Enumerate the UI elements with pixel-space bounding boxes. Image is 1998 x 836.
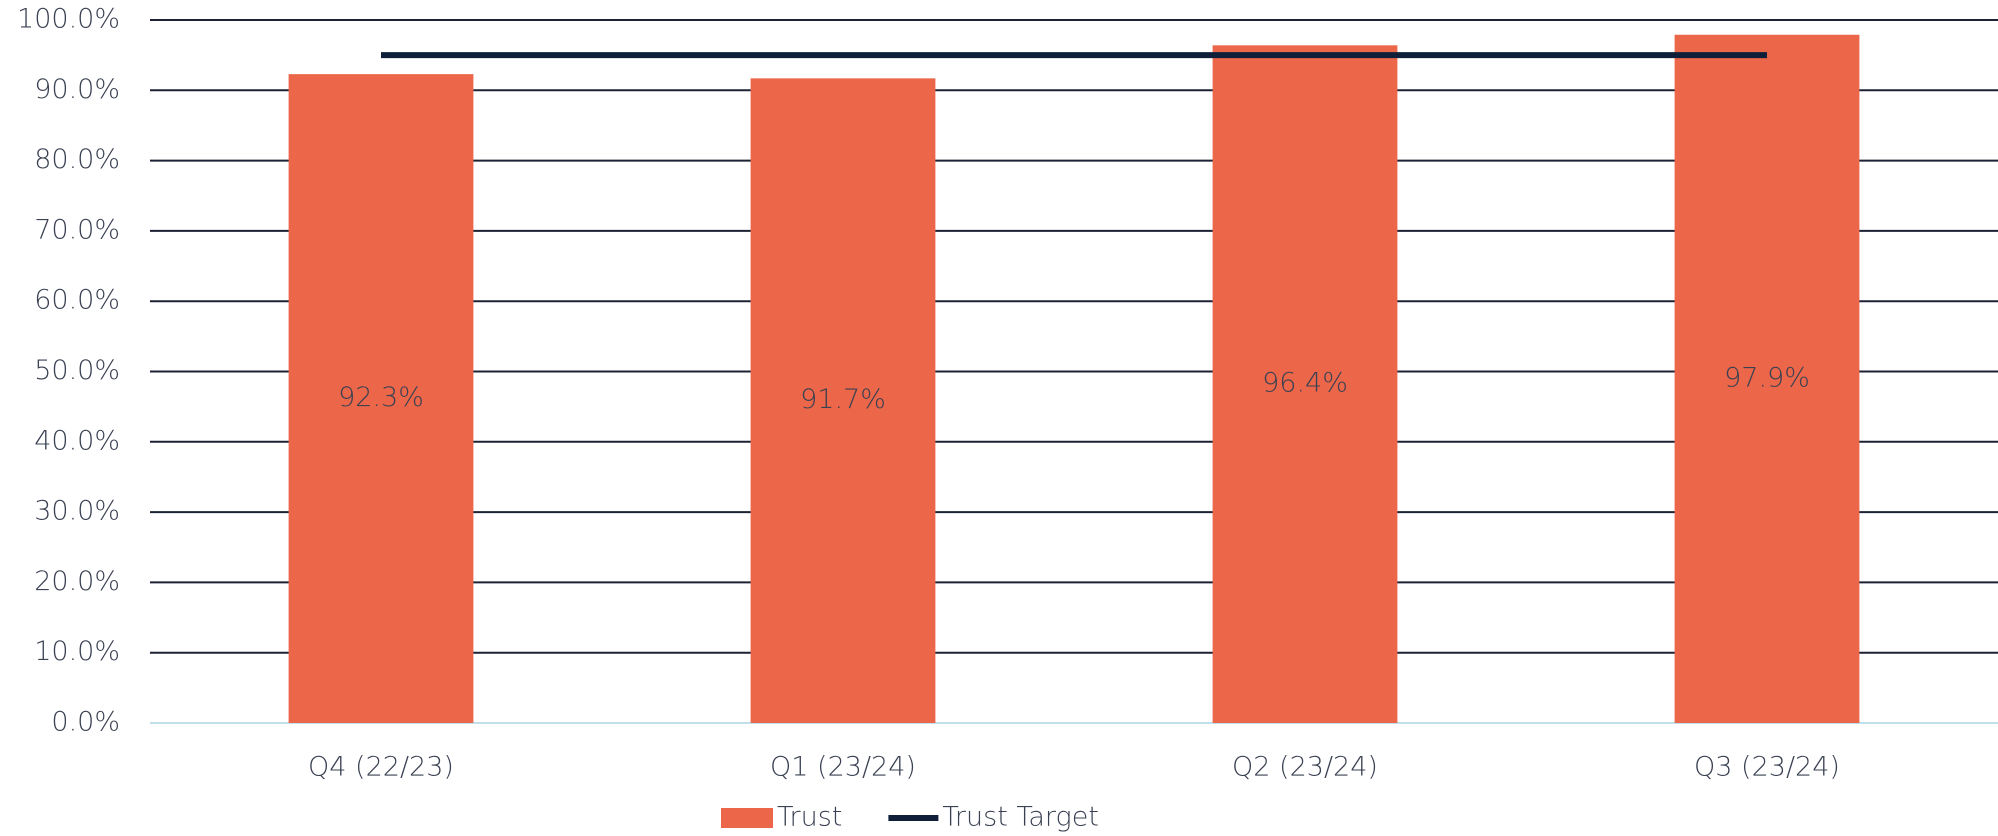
legend-label: Trust Target <box>942 802 1099 833</box>
y-tick-label: 100.0% <box>17 4 120 35</box>
data-label: 96.4% <box>1262 368 1348 399</box>
y-tick-label: 40.0% <box>34 425 120 456</box>
y-tick-label: 60.0% <box>34 285 120 316</box>
y-tick-label: 50.0% <box>34 355 120 386</box>
bar <box>1674 34 1860 723</box>
y-tick-label: 30.0% <box>34 496 120 527</box>
legend-swatch <box>721 808 773 828</box>
y-tick-label: 20.0% <box>34 566 120 597</box>
y-tick-label: 90.0% <box>34 74 120 105</box>
x-tick-label: Q1 (23/24) <box>770 752 916 783</box>
x-tick-label: Q3 (23/24) <box>1694 752 1840 783</box>
data-label: 97.9% <box>1724 362 1810 393</box>
bar <box>750 78 936 723</box>
y-tick-label: 10.0% <box>34 636 120 667</box>
y-tick-label: 70.0% <box>34 214 120 245</box>
x-tick-label: Q2 (23/24) <box>1232 752 1378 783</box>
y-tick-label: 80.0% <box>34 144 120 175</box>
legend-label: Trust <box>777 802 842 833</box>
data-label: 91.7% <box>800 384 886 415</box>
data-label: 92.3% <box>338 382 424 413</box>
bar <box>288 74 474 724</box>
bar <box>1212 45 1398 724</box>
x-tick-label: Q4 (22/23) <box>308 752 454 783</box>
y-tick-label: 0.0% <box>51 707 120 738</box>
